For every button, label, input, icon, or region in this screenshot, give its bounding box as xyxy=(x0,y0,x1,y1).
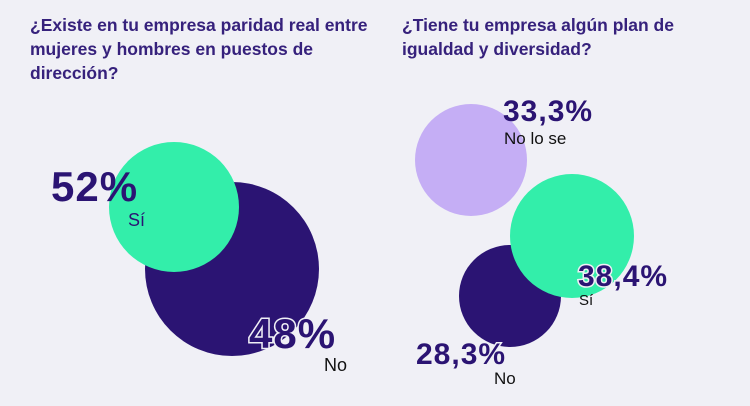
chart-2: 33,3% No lo se 38,4% Sí 28,3% No xyxy=(415,95,669,388)
chart-1: 52% Sí 48% No xyxy=(51,142,347,375)
bubble-si xyxy=(109,142,239,272)
category-label-no: No xyxy=(324,355,347,375)
value-label-si: 52% xyxy=(51,163,138,210)
chart-2-title: ¿Tiene tu empresa algún plan de igualdad… xyxy=(402,15,674,59)
chart-1-title: ¿Existe en tu empresa paridad real entre… xyxy=(30,15,368,83)
value-label-no-lo-se: 33,3% xyxy=(503,95,593,128)
bubble-no-lo-se xyxy=(415,104,527,216)
value-label-no: 48% xyxy=(249,310,336,357)
bubble-si xyxy=(510,174,634,298)
value-label-si: 38,4% xyxy=(578,260,668,293)
category-label-si: Sí xyxy=(579,292,594,309)
category-label-si: Sí xyxy=(128,210,145,230)
category-label-no-lo-se: No lo se xyxy=(504,129,566,148)
category-label-no: No xyxy=(494,369,516,388)
value-label-no: 28,3% xyxy=(416,338,506,371)
